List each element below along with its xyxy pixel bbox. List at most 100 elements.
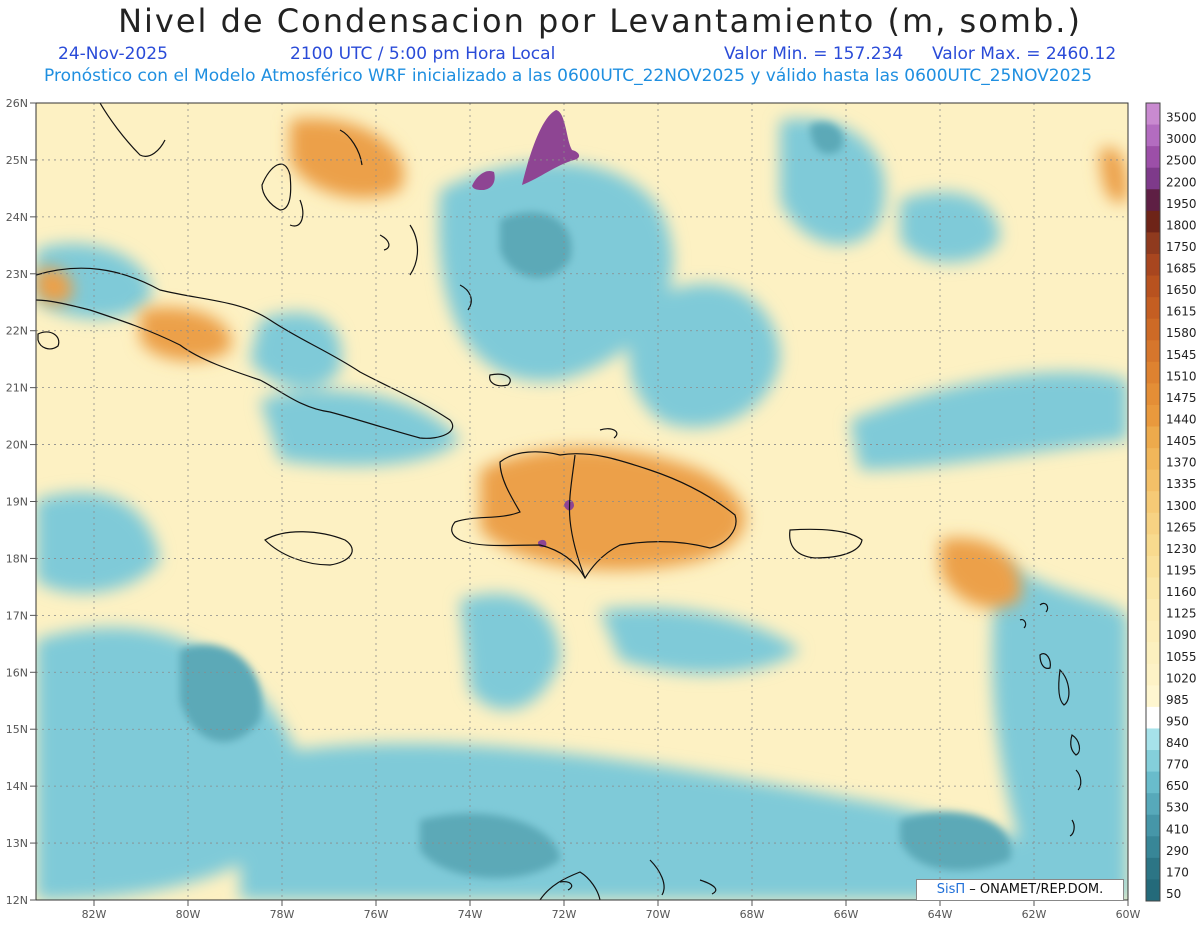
longitude-labels: 82W 80W 78W 76W 74W 72W 70W 68W 66W 64W 62W 60W xyxy=(82,900,1141,921)
colorbar-swatch xyxy=(1146,750,1160,773)
colorbar-swatch xyxy=(1146,814,1160,837)
model-info: Pronóstico con el Modelo Atmosférico WRF… xyxy=(44,66,1093,86)
lat-tick-label: 25N xyxy=(6,154,28,167)
lat-tick-label: 23N xyxy=(6,268,28,281)
colorbar-swatch xyxy=(1146,879,1160,902)
lon-tick-label: 82W xyxy=(82,908,107,921)
lon-tick-label: 66W xyxy=(834,908,859,921)
colorbar-label: 3500 xyxy=(1166,111,1197,125)
lon-tick-label: 74W xyxy=(458,908,483,921)
colorbar-swatch xyxy=(1146,857,1160,880)
lat-tick-label: 18N xyxy=(6,552,28,565)
colorbar-label: 1750 xyxy=(1166,240,1197,254)
colorbar-swatch xyxy=(1146,491,1160,514)
colorbar-swatch xyxy=(1146,706,1160,729)
lon-tick-label: 78W xyxy=(270,908,295,921)
colorbar-swatch xyxy=(1146,340,1160,363)
colorbar-label: 1405 xyxy=(1166,434,1197,448)
lat-tick-label: 14N xyxy=(6,780,28,793)
colorbar-swatch xyxy=(1146,297,1160,320)
colorbar-swatch xyxy=(1146,124,1160,147)
colorbar-label: 50 xyxy=(1166,887,1181,901)
colorbar-label: 3000 xyxy=(1166,132,1197,146)
colorbar-swatch xyxy=(1146,620,1160,643)
lat-tick-label: 16N xyxy=(6,666,28,679)
graticule xyxy=(36,103,1128,900)
lat-tick-label: 22N xyxy=(6,325,28,338)
colorbar-swatch xyxy=(1146,555,1160,578)
colorbar-swatch xyxy=(1146,771,1160,794)
colorbar-label: 1370 xyxy=(1166,456,1197,470)
colorbar-label: 1195 xyxy=(1166,563,1197,577)
colorbar-label: 650 xyxy=(1166,779,1189,793)
colorbar-swatch xyxy=(1146,146,1160,169)
colorbar-frame xyxy=(1145,102,1161,902)
colorbar: 3500 3000 2500 2200 1950 1800 1750 1685 1650 1615… xyxy=(1145,102,1197,902)
min-value: Valor Min. = 157.234 xyxy=(724,44,904,64)
colorbar-swatch xyxy=(1146,189,1160,212)
colorbar-swatch xyxy=(1146,685,1160,708)
colorbar-label: 1125 xyxy=(1166,607,1197,621)
colorbar-label: 1020 xyxy=(1166,671,1197,685)
colorbar-label: 2200 xyxy=(1166,175,1197,189)
colorbar-label: 840 xyxy=(1166,736,1189,750)
lat-tick-label: 17N xyxy=(6,609,28,622)
coastlines xyxy=(36,103,1082,900)
colorbar-swatch xyxy=(1146,534,1160,557)
lon-tick-label: 72W xyxy=(552,908,577,921)
forecast-time: 2100 UTC / 5:00 pm Hora Local xyxy=(290,44,556,64)
shaded-field xyxy=(36,103,1128,900)
colorbar-label: 1265 xyxy=(1166,520,1197,534)
colorbar-swatch xyxy=(1146,469,1160,492)
lat-tick-label: 15N xyxy=(6,723,28,736)
colorbar-label: 1615 xyxy=(1166,305,1197,319)
max-value: Valor Max. = 2460.12 xyxy=(932,44,1117,64)
latitude-labels: 26N 25N 24N 23N 22N 21N 20N 19N 18N 17N 16N 15N 14N 1… xyxy=(6,97,36,907)
lon-tick-label: 76W xyxy=(364,908,389,921)
colorbar-swatch xyxy=(1146,232,1160,255)
lat-tick-label: 26N xyxy=(6,97,28,110)
colorbar-swatch xyxy=(1146,361,1160,384)
forecast-date: 24-Nov-2025 xyxy=(58,44,168,64)
lon-tick-label: 62W xyxy=(1022,908,1047,921)
lat-tick-label: 19N xyxy=(6,496,28,509)
colorbar-label: 1160 xyxy=(1166,585,1197,599)
colorbar-swatch xyxy=(1146,577,1160,600)
credit-box: SisΠ – ONAMET/REP.DOM. xyxy=(916,879,1124,901)
colorbar-swatch xyxy=(1146,642,1160,665)
colorbar-label: 1440 xyxy=(1166,413,1197,427)
colorbar-label: 1055 xyxy=(1166,650,1197,664)
org-label: – ONAMET/REP.DOM. xyxy=(965,882,1104,897)
colorbar-swatch xyxy=(1146,836,1160,859)
colorbar-label: 1800 xyxy=(1166,218,1197,232)
colorbar-label: 1300 xyxy=(1166,499,1197,513)
colorbar-label: 170 xyxy=(1166,865,1189,879)
colorbar-label: 1090 xyxy=(1166,628,1197,642)
colorbar-label: 410 xyxy=(1166,822,1189,836)
colorbar-swatch xyxy=(1146,793,1160,816)
lon-tick-label: 64W xyxy=(928,908,953,921)
colorbar-swatch xyxy=(1146,512,1160,535)
colorbar-swatch xyxy=(1146,448,1160,471)
colorbar-label: 1510 xyxy=(1166,369,1197,383)
colorbar-swatch xyxy=(1146,318,1160,341)
colorbar-swatch xyxy=(1146,275,1160,298)
colorbar-label: 1230 xyxy=(1166,542,1197,556)
brand-label: SisΠ xyxy=(936,882,966,897)
lon-tick-label: 70W xyxy=(646,908,671,921)
colorbar-label: 290 xyxy=(1166,844,1189,858)
colorbar-label: 770 xyxy=(1166,758,1189,772)
colorbar-swatch xyxy=(1146,426,1160,449)
colorbar-swatch xyxy=(1146,599,1160,622)
lon-tick-label: 80W xyxy=(176,908,201,921)
lon-tick-label: 60W xyxy=(1116,908,1141,921)
colorbar-swatch xyxy=(1146,663,1160,686)
colorbar-label: 1685 xyxy=(1166,262,1197,276)
lon-tick-label: 68W xyxy=(740,908,765,921)
colorbar-label: 2500 xyxy=(1166,154,1197,168)
colorbar-swatch xyxy=(1146,253,1160,277)
colorbar-swatch xyxy=(1146,103,1160,126)
colorbar-label: 1475 xyxy=(1166,391,1197,405)
colorbar-label: 530 xyxy=(1166,801,1189,815)
